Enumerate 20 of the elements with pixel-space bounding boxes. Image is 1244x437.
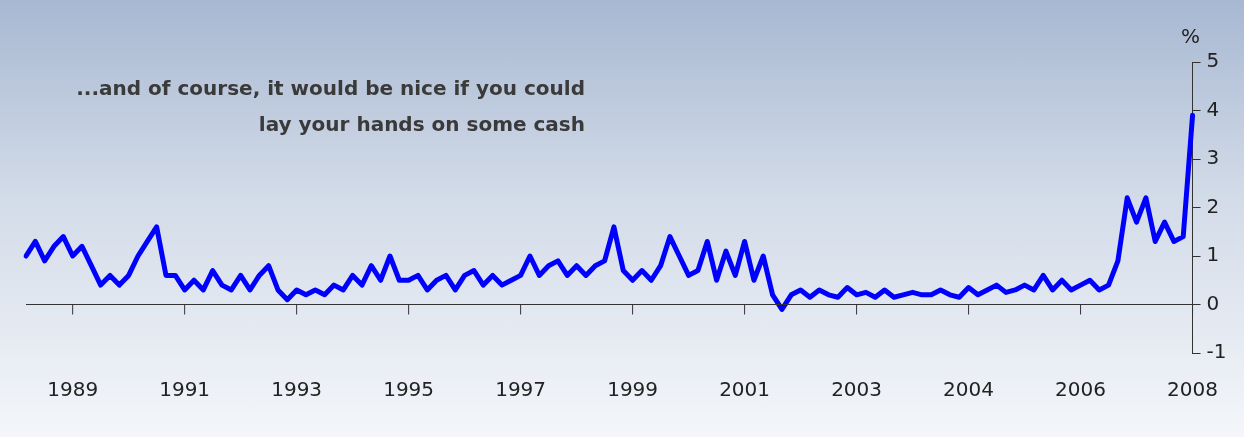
y-tick-label: 2 <box>1206 193 1220 218</box>
x-tick-label: 1993 <box>271 377 323 402</box>
annotation: ...and of course, it would be nice if you could lay your hands on some cash <box>75 75 585 138</box>
y-axis-title: % <box>1181 24 1201 49</box>
x-tick-label: 1995 <box>383 377 435 402</box>
y-tick-label: 1 <box>1206 242 1220 267</box>
x-tick-label: 1997 <box>495 377 547 402</box>
y-tick-label: -1 <box>1206 339 1227 364</box>
x-tick-label: 2001 <box>719 377 771 402</box>
y-tick-label: 3 <box>1206 145 1220 170</box>
x-tick-label: 2004 <box>943 377 995 402</box>
y-tick-label: 0 <box>1206 290 1220 315</box>
x-tick-label: 1991 <box>159 377 211 402</box>
x-tick-label: 2006 <box>1055 377 1107 402</box>
x-tick-label: 1989 <box>47 377 99 402</box>
x-tick-label: 1999 <box>607 377 659 402</box>
y-tick-label: 5 <box>1206 48 1220 73</box>
y-tick-label: 4 <box>1206 96 1220 121</box>
x-tick-label: 2008 <box>1167 377 1218 402</box>
x-tick-label: 2003 <box>831 377 883 402</box>
